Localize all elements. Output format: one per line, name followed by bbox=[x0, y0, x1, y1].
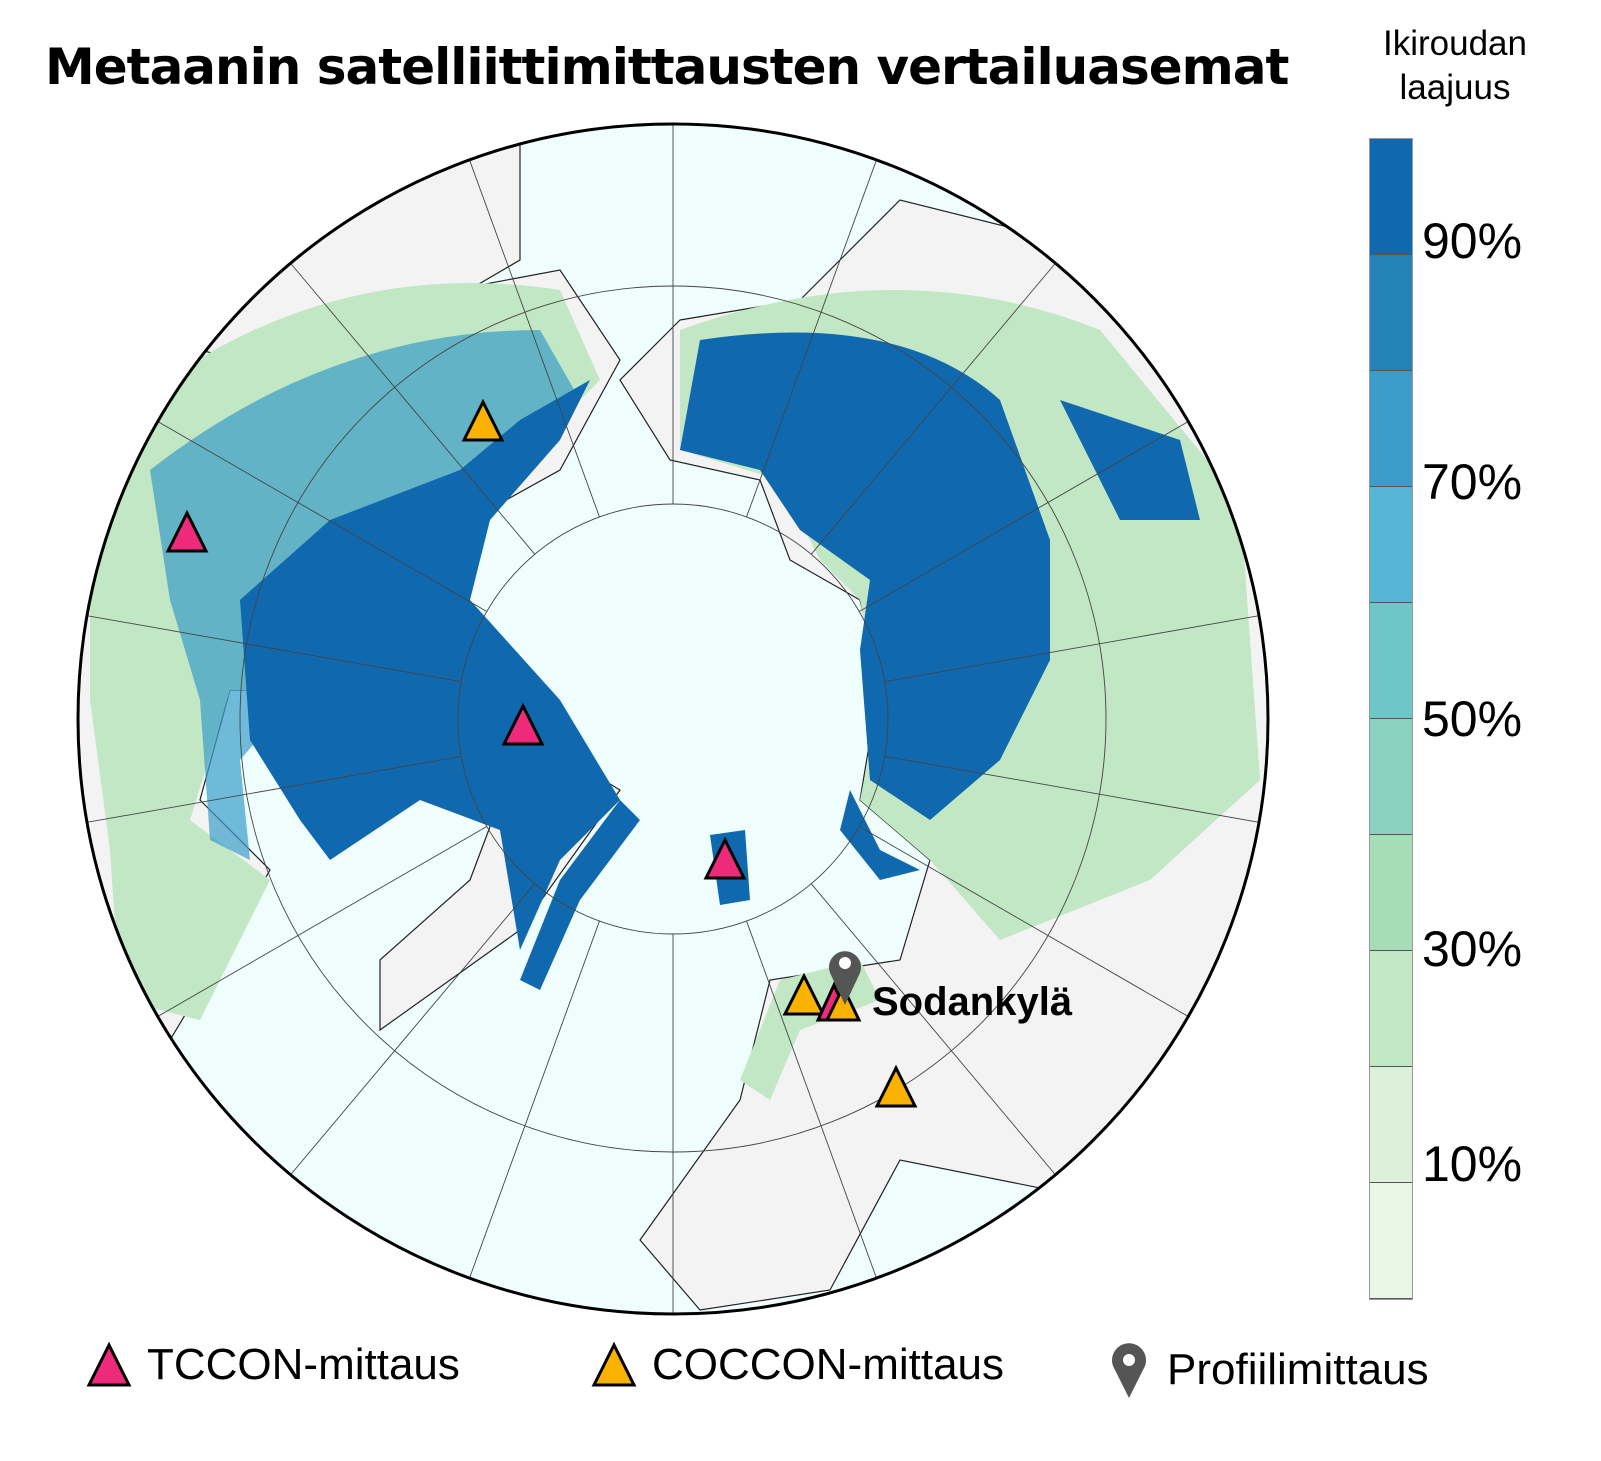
colorbar-bin bbox=[1370, 951, 1412, 1067]
meridian-line bbox=[746, 920, 879, 1283]
colorbar-label: 10% bbox=[1422, 1136, 1523, 1192]
legend-label: COCCON-mittaus bbox=[652, 1340, 1005, 1389]
tccon-marker[interactable] bbox=[501, 702, 545, 746]
meridian-line bbox=[82, 614, 462, 683]
colorbar-label: 70% bbox=[1422, 454, 1523, 510]
legend-label: TCCON-mittaus bbox=[147, 1340, 460, 1389]
colorbar-title: Ikiroudan laajuus bbox=[1350, 22, 1560, 110]
colorbar-bin bbox=[1370, 719, 1412, 835]
meridian-line bbox=[884, 614, 1264, 683]
colorbar-title-line2: laajuus bbox=[1399, 68, 1511, 107]
meridian-line bbox=[153, 418, 488, 612]
colorbar-bin bbox=[1370, 487, 1412, 603]
meridian-line bbox=[810, 883, 1060, 1179]
orange-triangle-icon bbox=[591, 1341, 637, 1387]
coccon-marker[interactable] bbox=[782, 972, 826, 1016]
meridian-line bbox=[858, 418, 1193, 612]
legend-label: Profiilimittaus bbox=[1167, 1345, 1429, 1394]
meridian-line bbox=[286, 883, 536, 1179]
colorbar-bin bbox=[1370, 371, 1412, 487]
meridian-line bbox=[467, 155, 600, 518]
colorbar-label: 90% bbox=[1422, 213, 1523, 269]
meridian-line bbox=[858, 826, 1193, 1020]
station-label-sodankyla: Sodankylä bbox=[872, 980, 1073, 1024]
meridian-line bbox=[286, 259, 536, 555]
legend-item-profile: Profiilimittaus bbox=[1105, 1340, 1429, 1400]
tccon-marker[interactable] bbox=[703, 836, 747, 880]
legend: TCCON-mittaus COCCON-mittaus Profiilimit… bbox=[85, 1340, 1565, 1410]
colorbar-bin bbox=[1370, 1067, 1412, 1183]
coccon-marker-sodankyla[interactable] bbox=[824, 983, 862, 1022]
map-border bbox=[76, 122, 1270, 1316]
meridian-line bbox=[467, 920, 600, 1283]
colorbar-label: 50% bbox=[1422, 691, 1523, 747]
figure-title: Metaanin satelliittimittausten vertailua… bbox=[45, 38, 1289, 96]
coccon-marker[interactable] bbox=[874, 1064, 918, 1108]
legend-item-tccon: TCCON-mittaus bbox=[85, 1340, 460, 1390]
colorbar-bin bbox=[1370, 255, 1412, 371]
meridian-line bbox=[810, 259, 1060, 555]
tccon-marker[interactable] bbox=[165, 509, 209, 553]
colorbar-label: 30% bbox=[1422, 921, 1523, 977]
meridian-line bbox=[746, 155, 879, 518]
colorbar-bin bbox=[1370, 835, 1412, 951]
graticule bbox=[82, 124, 1264, 1314]
colorbar bbox=[1369, 138, 1413, 1300]
profile-pin-icon[interactable] bbox=[829, 951, 861, 1005]
coccon-marker[interactable] bbox=[461, 398, 505, 442]
legend-item-coccon: COCCON-mittaus bbox=[590, 1340, 1004, 1390]
meridian-line bbox=[153, 826, 488, 1020]
colorbar-bin bbox=[1370, 603, 1412, 719]
pink-triangle-icon bbox=[86, 1341, 132, 1387]
colorbar-title-line1: Ikiroudan bbox=[1383, 24, 1527, 63]
meridian-line bbox=[884, 755, 1264, 824]
location-pin-icon bbox=[1112, 1343, 1146, 1398]
colorbar-bin bbox=[1370, 139, 1412, 255]
colorbar-bin bbox=[1370, 1183, 1412, 1299]
meridian-line bbox=[82, 755, 462, 824]
